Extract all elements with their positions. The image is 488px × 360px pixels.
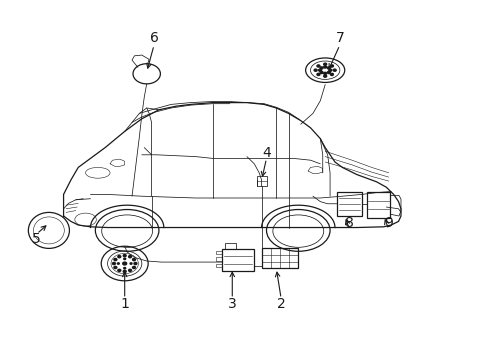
Bar [337, 192, 361, 216]
Bar [366, 192, 389, 218]
Text: 5: 5 [32, 233, 41, 246]
Circle shape [123, 270, 126, 273]
Bar [215, 251, 222, 254]
Text: 8: 8 [345, 216, 353, 230]
Circle shape [132, 266, 135, 269]
Circle shape [323, 63, 326, 65]
Circle shape [128, 269, 131, 271]
Circle shape [117, 263, 119, 264]
Bar [222, 249, 254, 271]
Text: 6: 6 [149, 31, 158, 45]
Circle shape [328, 69, 331, 71]
Circle shape [323, 72, 326, 75]
Text: 3: 3 [227, 297, 236, 311]
Text: 7: 7 [335, 31, 344, 45]
Circle shape [330, 65, 333, 67]
Circle shape [318, 69, 321, 71]
Circle shape [123, 255, 126, 257]
Circle shape [326, 67, 329, 69]
Circle shape [326, 71, 329, 73]
Circle shape [333, 69, 336, 71]
Circle shape [114, 266, 117, 269]
Circle shape [323, 66, 326, 68]
Bar [215, 264, 222, 267]
Circle shape [323, 75, 326, 77]
Text: 1: 1 [120, 297, 129, 311]
Circle shape [114, 258, 117, 261]
Circle shape [122, 262, 126, 265]
Bar [256, 176, 267, 186]
Circle shape [314, 69, 316, 71]
Circle shape [118, 256, 121, 258]
Circle shape [320, 71, 323, 73]
Circle shape [134, 262, 137, 265]
Bar [261, 248, 298, 268]
Text: 2: 2 [276, 297, 285, 311]
Bar [224, 243, 235, 249]
Circle shape [132, 258, 135, 261]
Circle shape [118, 269, 121, 271]
Bar [215, 257, 222, 261]
Circle shape [316, 65, 319, 67]
Circle shape [330, 73, 333, 76]
Circle shape [112, 262, 115, 265]
Circle shape [130, 263, 132, 264]
Circle shape [123, 267, 125, 269]
Circle shape [128, 256, 131, 258]
Circle shape [123, 258, 125, 260]
Circle shape [316, 73, 319, 76]
Text: 9: 9 [384, 216, 392, 230]
Circle shape [320, 67, 323, 69]
Text: 4: 4 [262, 146, 270, 160]
